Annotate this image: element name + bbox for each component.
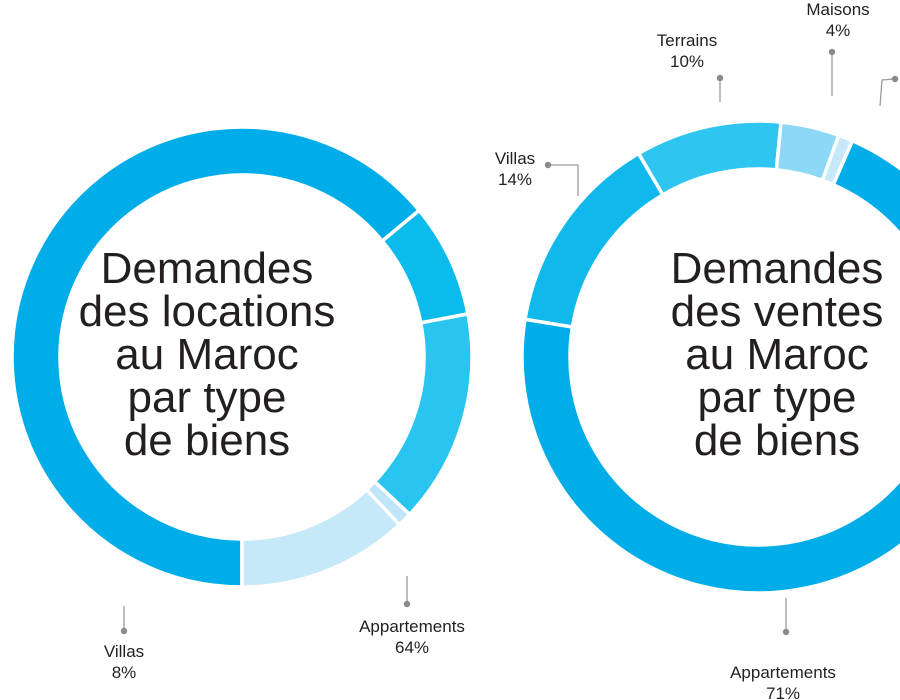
slice-maisons [774, 120, 841, 183]
callout-villas: Villas 14% [495, 149, 579, 196]
leader-dot [120, 627, 128, 635]
slice-label: Appartements [730, 663, 836, 682]
leader-dot [403, 600, 411, 608]
chart-title-line: au Maroc [115, 330, 298, 379]
callout-appartements: Appartements 64% [359, 576, 465, 657]
chart-title-line: au Maroc [685, 330, 868, 379]
slice-label: Villas [104, 642, 144, 661]
slice-unlabeled-2 [372, 311, 474, 517]
leader-dot [891, 75, 899, 83]
slice-label: Villas [495, 149, 535, 168]
callout-maisons: Maisons 4% [806, 0, 870, 96]
slice-value-label: 14% [498, 170, 532, 189]
chart-title-line: de biens [694, 416, 860, 465]
chart-title-line: de biens [124, 416, 290, 465]
callout-unlabeled [879, 75, 899, 107]
slice-appartements [10, 125, 422, 589]
chart-title-line: par type [698, 373, 857, 422]
slice-value-label: 10% [670, 52, 704, 71]
callout-appartements: Appartements 71% [730, 598, 836, 700]
leader-dot [828, 48, 836, 56]
leader-line [548, 164, 579, 196]
slice-label: Appartements [359, 617, 465, 636]
slice-appartements [520, 138, 900, 595]
slice-value-label: 4% [826, 21, 851, 40]
chart-title-line: des ventes [671, 287, 884, 336]
chart-title-line: des locations [79, 287, 336, 336]
leader-dot [782, 628, 790, 636]
slice-label: Terrains [657, 31, 717, 50]
slice-terrains [636, 119, 783, 198]
slice-villas [523, 151, 666, 329]
slice-value-label: 64% [395, 638, 429, 657]
leader-dot [716, 74, 724, 82]
callout-terrains: Terrains 10% [657, 31, 724, 102]
leader-dot [544, 161, 552, 169]
slice-value-label: 71% [766, 684, 800, 700]
chart-title-line: par type [128, 373, 287, 422]
slice-value-label: 8% [112, 663, 137, 682]
chart-title-line: Demandes [671, 244, 884, 293]
callout-villas: Villas 8% [104, 606, 144, 682]
chart-title-line: Demandes [101, 244, 314, 293]
leader-line [879, 78, 896, 107]
slice-unlabeled-4 [240, 487, 402, 589]
slice-label: Maisons [806, 0, 869, 19]
